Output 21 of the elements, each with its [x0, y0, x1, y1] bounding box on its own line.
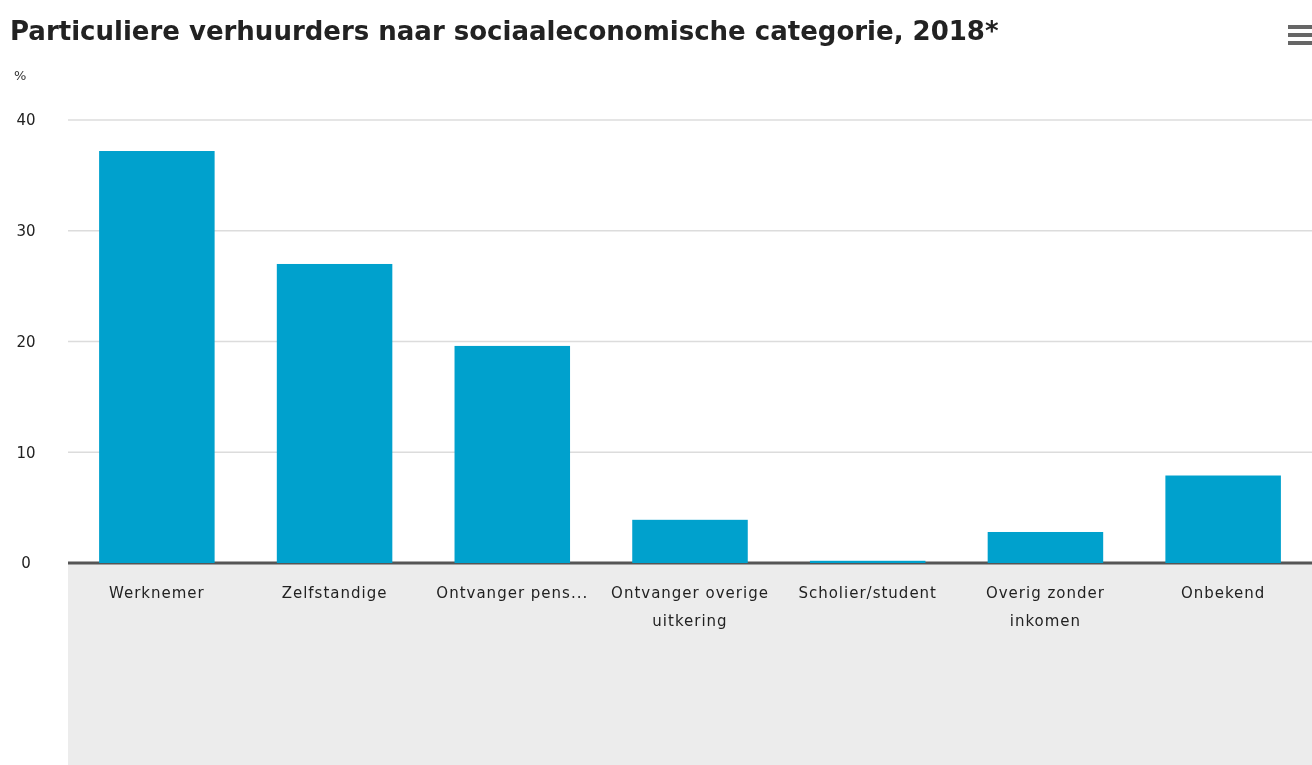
bar: [632, 519, 748, 563]
bar: [276, 263, 393, 563]
x-tick-label: Ontvanger overige uitkering: [611, 584, 769, 630]
y-tick-label: 20: [16, 332, 36, 351]
y-tick-label: 0: [21, 554, 31, 573]
bar: [99, 151, 215, 563]
bar: [809, 560, 926, 563]
bar: [987, 531, 1104, 563]
bar: [454, 345, 571, 563]
x-tick-label: Ontvanger pens...: [436, 584, 589, 602]
y-tick-label: 10: [16, 443, 36, 462]
x-tick-label: Onbekend: [1180, 584, 1266, 602]
x-tick-label: Overig zonder inkomen: [985, 584, 1105, 630]
y-tick-label: 30: [16, 222, 36, 240]
y-tick-label: 40: [16, 111, 36, 130]
x-tick-label: Scholier/student: [798, 584, 937, 602]
chart-title: Particuliere verhuurders naar sociaaleconomische categorie, 2018*: [10, 16, 999, 46]
bar: [1165, 475, 1281, 563]
x-tick-label: Werknemer: [108, 584, 205, 602]
y-axis-title: %: [14, 68, 27, 83]
x-tick-label: Zelfstandige: [281, 584, 388, 602]
